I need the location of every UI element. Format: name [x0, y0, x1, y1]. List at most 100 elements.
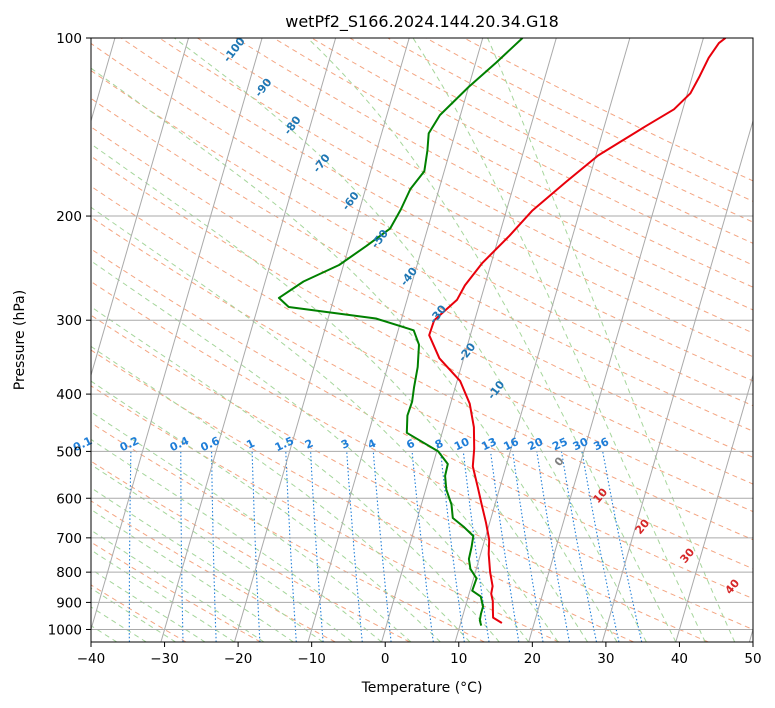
mixing-ratio-line [346, 451, 363, 642]
mixing-ratio-label: 20 [526, 435, 546, 453]
dry-adiabat-line [91, 349, 634, 642]
x-axis-label: Temperature (°C) [361, 680, 483, 696]
y-tick-label: 400 [56, 387, 82, 403]
dry-adiabat-line [311, 38, 753, 266]
moist-adiabat-line [91, 438, 382, 642]
mixing-ratio-line [310, 451, 324, 642]
moist-adiabat-line [91, 206, 559, 642]
moist-adiabat-label: 30 [677, 545, 697, 565]
dry-adiabat-line [91, 126, 753, 485]
dry-adiabat-line [91, 155, 753, 513]
mixing-ratio-line [512, 451, 544, 642]
mixing-ratio-line [128, 451, 132, 642]
moist-adiabat-line [91, 345, 471, 642]
y-tick-label: 200 [56, 209, 82, 225]
isotherm-line [381, 38, 557, 642]
dry-adiabat-label: -70 [310, 151, 333, 175]
x-tick-label: 0 [381, 651, 390, 667]
x-tick-label: 30 [597, 651, 614, 667]
dry-adiabat-label: -10 [485, 378, 508, 402]
dry-adiabat-line [235, 38, 753, 311]
mixing-ratio-label: 30 [571, 435, 591, 453]
x-tick-label: −40 [77, 651, 106, 667]
background-overlays [91, 38, 753, 642]
dewpoint-profile-line [277, 38, 524, 626]
x-tick-label: −30 [150, 651, 179, 667]
dry-adiabat-line [273, 38, 753, 288]
x-tick-label: 10 [450, 651, 467, 667]
mixing-ratio-line [211, 451, 217, 642]
moist-adiabat-line [91, 143, 589, 642]
axes: −40 −30 −20 −10 0 10 20 30 40 5010009008007006005… [48, 31, 762, 667]
dry-adiabat-label: -40 [398, 265, 421, 289]
x-tick-label: 50 [744, 651, 761, 667]
y-tick-label: 500 [56, 444, 82, 460]
moist-adiabat-line [91, 508, 294, 642]
y-tick-label: 700 [56, 531, 82, 547]
moist-adiabat-line [412, 38, 706, 642]
moist-adiabat-line [91, 411, 412, 642]
plot-frame [90, 37, 754, 643]
mixing-ratio-line [251, 451, 261, 642]
isotherm-line [234, 38, 410, 642]
data-series [277, 38, 727, 626]
dry-adiabat-line [91, 69, 753, 432]
moist-adiabat-line [91, 487, 324, 642]
dry-adiabat-label: -60 [339, 189, 362, 213]
mixing-ratio-line [490, 451, 520, 642]
moist-adiabat-line [91, 67, 618, 642]
x-tick-label: −10 [297, 651, 326, 667]
dry-adiabat-label: -100 [221, 35, 248, 65]
y-tick-label: 100 [56, 31, 82, 47]
dry-adiabat-line [197, 38, 753, 334]
isotherm-line [528, 38, 704, 642]
x-tick-label: 20 [524, 651, 541, 667]
dry-adiabat-line [91, 541, 261, 642]
mixing-ratio-line [411, 451, 434, 642]
moist-adiabat-line [91, 549, 235, 642]
mixing-ratio-label: 25 [550, 435, 569, 453]
dry-adiabat-line [91, 97, 753, 458]
moist-adiabat-line [307, 38, 677, 642]
mixing-ratio-line [285, 451, 297, 642]
moist-adiabat-line [174, 38, 647, 642]
isotherm-line [454, 38, 631, 642]
temperature-profile-line [428, 38, 727, 624]
mixing-ratio-label: 4 [366, 437, 379, 452]
dry-adiabat-line [91, 385, 560, 642]
y-tick-label: 300 [56, 313, 82, 329]
dry-adiabat-line [349, 38, 753, 244]
mixing-ratio-line [180, 451, 184, 642]
isotherm-line [91, 38, 263, 632]
dry-adiabat-line [91, 280, 753, 631]
dry-adiabat-label: -90 [252, 76, 275, 100]
moist-adiabat-label: 0 [552, 454, 567, 468]
y-tick-label: 900 [56, 595, 82, 611]
moist-adiabat-line [91, 306, 500, 642]
moist-adiabat-line [91, 529, 265, 642]
isotherm-line [601, 119, 753, 642]
mixing-ratio-line [372, 451, 392, 642]
mixing-ratio-label: 13 [479, 435, 498, 453]
mixing-ratio-label: 10 [452, 435, 472, 453]
x-tick-label: 40 [671, 651, 688, 667]
y-axis-label: Pressure (hPa) [12, 290, 28, 390]
mixing-ratio-line [602, 451, 643, 642]
y-tick-label: 800 [56, 565, 82, 581]
x-tick-label: −20 [224, 651, 253, 667]
mixing-ratio-label: 3 [339, 437, 351, 452]
isotherm-line [160, 38, 337, 642]
dry-adiabat-label: -20 [456, 340, 479, 364]
dry-adiabat-label: -30 [427, 302, 450, 326]
mixing-ratio-label: 1 [244, 437, 256, 452]
mixing-ratio-label: 36 [592, 435, 612, 453]
mixing-ratio-line [581, 451, 620, 642]
isotherm-line [307, 38, 484, 642]
mixing-ratio-line [536, 451, 571, 642]
dry-adiabat-line [387, 38, 753, 223]
isotherm-line [91, 38, 190, 377]
mixing-ratio-label: 2 [303, 437, 315, 452]
chart-title: wetPf2_S166.2024.144.20.34.G18 [285, 12, 559, 32]
mixing-ratio-line [440, 451, 465, 642]
